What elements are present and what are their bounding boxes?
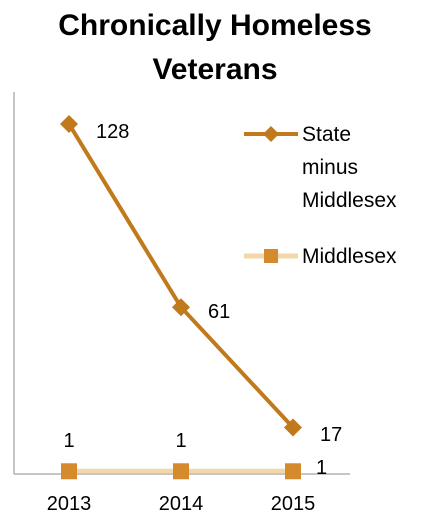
state-data-label-2013: 128 [96, 121, 129, 143]
chart-title: Chronically Homeless Veterans [0, 4, 430, 92]
middlesex-point-2015 [285, 463, 301, 480]
chart-title-line-2: Veterans [152, 53, 278, 86]
legend-middlesex-label: Middlesex [302, 245, 397, 268]
legend-state-label-line-2: minus [302, 156, 358, 179]
state-point-2015 [284, 418, 302, 437]
series-state-minus-middlesex-line [67, 122, 295, 429]
middlesex-data-label-2013: 1 [63, 430, 74, 452]
middlesex-data-label-2014: 1 [175, 430, 186, 452]
state-data-label-2015: 17 [320, 424, 342, 446]
legend-state-label-line-1: State [302, 123, 351, 146]
middlesex-data-label-2015: 1 [316, 457, 327, 479]
x-tick-label-2013: 2013 [47, 493, 92, 515]
middlesex-point-2014 [173, 463, 189, 480]
x-tick-label-2014: 2014 [159, 493, 204, 515]
legend-state-label-line-3: Middlesex [302, 189, 397, 212]
state-data-label-2014: 61 [208, 301, 230, 323]
x-tick-label-2015: 2015 [271, 493, 316, 515]
legend-state-swatch-marker [263, 126, 279, 142]
legend-middlesex-swatch-marker [264, 249, 278, 263]
middlesex-point-2013 [61, 463, 77, 480]
state-point-2013 [60, 115, 78, 133]
state-point-2014 [172, 298, 190, 317]
chart-title-line-1: Chronically Homeless [58, 9, 372, 42]
